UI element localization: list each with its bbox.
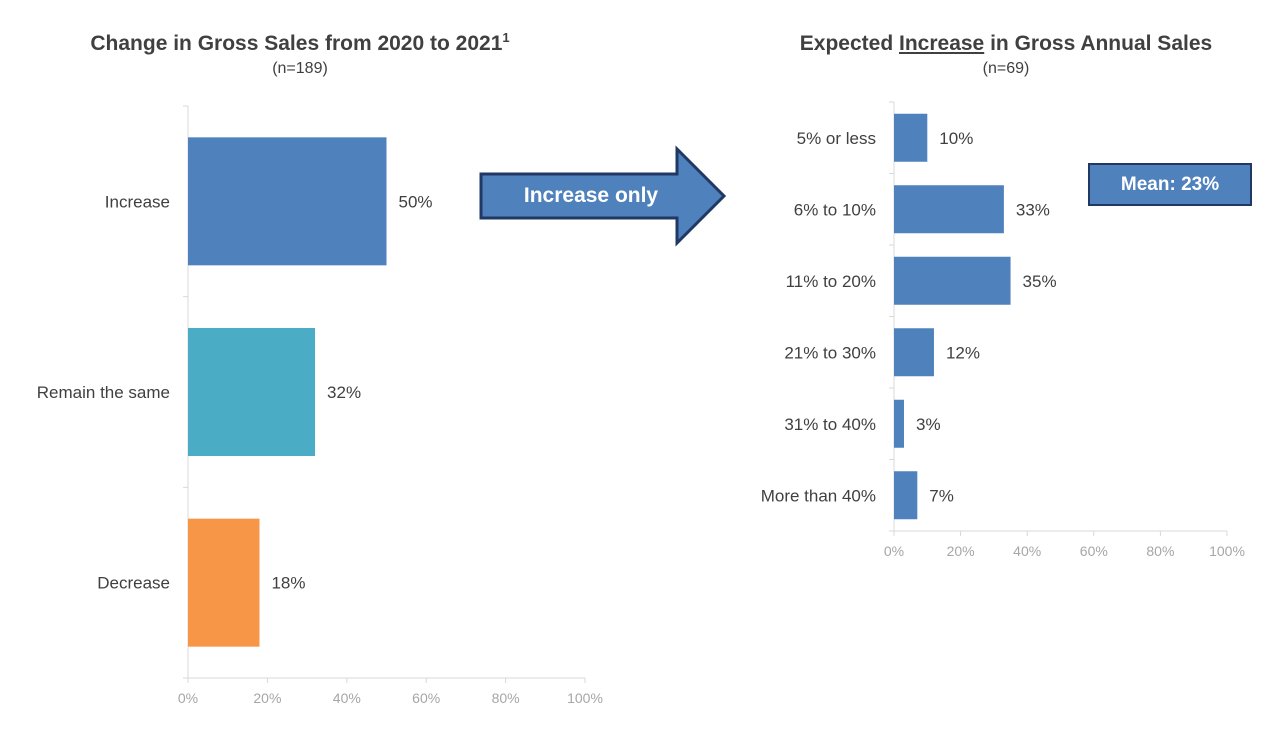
value-label-more-than-40: 7% bbox=[929, 486, 954, 505]
bar-5-or-less bbox=[894, 113, 928, 162]
category-label-6-to-10: 6% to 10% bbox=[794, 200, 876, 219]
left-chart-title: Change in Gross Sales from 2020 to 20211 bbox=[40, 30, 560, 56]
value-label-11-to-20: 35% bbox=[1023, 272, 1057, 291]
category-label-5-or-less: 5% or less bbox=[797, 129, 876, 148]
right-chart-title-suffix: in Gross Annual Sales bbox=[984, 32, 1213, 55]
x-tick-label: 40% bbox=[1013, 543, 1041, 559]
bar-increase bbox=[188, 137, 387, 266]
bar-remain-the-same bbox=[188, 328, 316, 456]
x-tick-label: 60% bbox=[412, 690, 440, 706]
arrow-shape bbox=[479, 145, 727, 247]
category-label-remain-the-same: Remain the same bbox=[37, 383, 170, 402]
x-tick-label: 40% bbox=[333, 690, 361, 706]
left-chart-subtitle: (n=189) bbox=[272, 60, 328, 77]
category-label-31-to-40: 31% to 40% bbox=[784, 415, 876, 434]
x-tick-label: 0% bbox=[884, 543, 904, 559]
bar-decrease bbox=[188, 518, 260, 647]
left-chart-title-footnote: 1 bbox=[502, 30, 510, 45]
bar-31-to-40 bbox=[894, 399, 904, 448]
left-chart-title-text: Change in Gross Sales from 2020 to 2021 bbox=[90, 32, 503, 55]
right-bar-chart: 0% 20% 40% 60% 80% 100% 5% or less 10% 6% to 10%… bbox=[761, 101, 1245, 559]
x-tick-label: 20% bbox=[253, 690, 281, 706]
x-tick-label: 0% bbox=[178, 690, 198, 706]
value-label-increase: 50% bbox=[399, 192, 433, 211]
value-label-5-or-less: 10% bbox=[939, 129, 973, 148]
x-tick-label: 60% bbox=[1080, 543, 1108, 559]
arrow-label: Increase only bbox=[523, 184, 659, 207]
bar-21-to-30 bbox=[894, 328, 934, 377]
value-label-21-to-30: 12% bbox=[946, 343, 980, 362]
value-label-31-to-40: 3% bbox=[916, 415, 941, 434]
mean-badge: Mean: 23% bbox=[1088, 163, 1252, 206]
value-label-6-to-10: 33% bbox=[1016, 200, 1050, 219]
bar-more-than-40 bbox=[894, 471, 918, 520]
category-label-11-to-20: 11% to 20% bbox=[786, 272, 876, 291]
right-chart-title-prefix: Expected bbox=[799, 32, 899, 55]
value-label-remain-the-same: 32% bbox=[327, 383, 361, 402]
left-bar-chart: 0% 20% 40% 60% 80% 100% Increase 50% Remain the … bbox=[37, 105, 603, 706]
right-chart-subtitle: (n=69) bbox=[982, 60, 1030, 77]
x-tick-label: 100% bbox=[567, 690, 603, 706]
category-label-21-to-30: 21% to 30% bbox=[784, 343, 876, 362]
x-tick-label: 80% bbox=[492, 690, 520, 706]
bar-11-to-20 bbox=[894, 256, 1011, 305]
right-chart-title-underlined: Increase bbox=[899, 32, 985, 55]
x-tick-label: 100% bbox=[1209, 543, 1245, 559]
value-label-decrease: 18% bbox=[271, 574, 305, 593]
bar-6-to-10 bbox=[894, 185, 1004, 234]
category-label-increase: Increase bbox=[105, 192, 170, 211]
x-tick-label: 80% bbox=[1146, 543, 1174, 559]
category-label-more-than-40: More than 40% bbox=[761, 486, 876, 505]
category-label-decrease: Decrease bbox=[97, 574, 170, 593]
right-chart-title: Expected Increase in Gross Annual Sales bbox=[760, 32, 1252, 56]
x-tick-label: 20% bbox=[947, 543, 975, 559]
